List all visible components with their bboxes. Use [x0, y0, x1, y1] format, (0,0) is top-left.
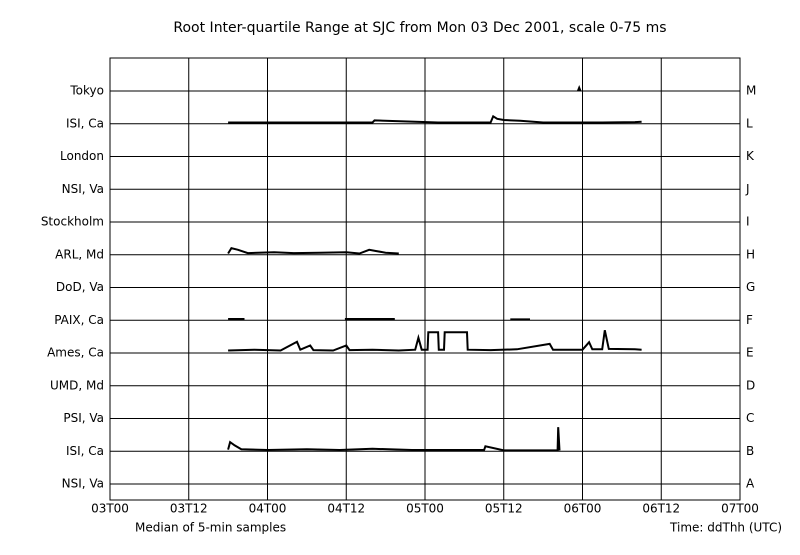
row-label: UMD, Md: [50, 378, 104, 392]
row-code: L: [746, 116, 753, 130]
row-code: C: [746, 411, 754, 425]
row-label: ARL, Md: [55, 247, 104, 261]
row-label: NSI, Va: [62, 477, 104, 491]
row-code: D: [746, 378, 755, 392]
trace: [576, 84, 582, 92]
row-label: NSI, Va: [62, 182, 104, 196]
x-tick-label: 06T12: [642, 502, 680, 516]
chart-title: Root Inter-quartile Range at SJC from Mo…: [173, 20, 666, 36]
row-label: DoD, Va: [56, 280, 104, 294]
row-code: H: [746, 247, 755, 261]
x-tick-label: 05T12: [485, 502, 523, 516]
trace: [228, 114, 642, 124]
row-code: F: [746, 313, 753, 327]
x-tick-label: 03T12: [170, 502, 208, 516]
row-code: A: [746, 477, 755, 491]
x-tick-label: 03T00: [91, 502, 129, 516]
row-label: Ames, Ca: [47, 346, 104, 360]
row-code: E: [746, 346, 754, 360]
row-code: K: [746, 149, 755, 163]
row-code: G: [746, 280, 755, 294]
row-code: M: [746, 84, 756, 98]
row-label: London: [60, 149, 104, 163]
row-label: ISI, Ca: [66, 116, 104, 130]
x-tick-label: 04T12: [327, 502, 365, 516]
row-code: I: [746, 215, 750, 229]
row-label: PAIX, Ca: [54, 313, 104, 327]
trace: [227, 246, 399, 255]
row-code: J: [745, 182, 750, 196]
row-label: Tokyo: [69, 84, 104, 98]
x-tick-label: 04T00: [249, 502, 287, 516]
row-label: PSI, Va: [63, 411, 104, 425]
x-axis-label: Time: ddThh (UTC): [669, 521, 782, 535]
row-label: ISI, Ca: [66, 444, 104, 458]
row-code: B: [746, 444, 754, 458]
subtitle: Median of 5-min samples: [135, 521, 286, 535]
trace: [227, 427, 561, 452]
row-label: Stockholm: [41, 215, 104, 229]
trace: [228, 329, 642, 352]
x-tick-label: 06T00: [564, 502, 602, 516]
x-tick-label: 05T00: [406, 502, 444, 516]
x-tick-label: 07T00: [721, 502, 759, 516]
